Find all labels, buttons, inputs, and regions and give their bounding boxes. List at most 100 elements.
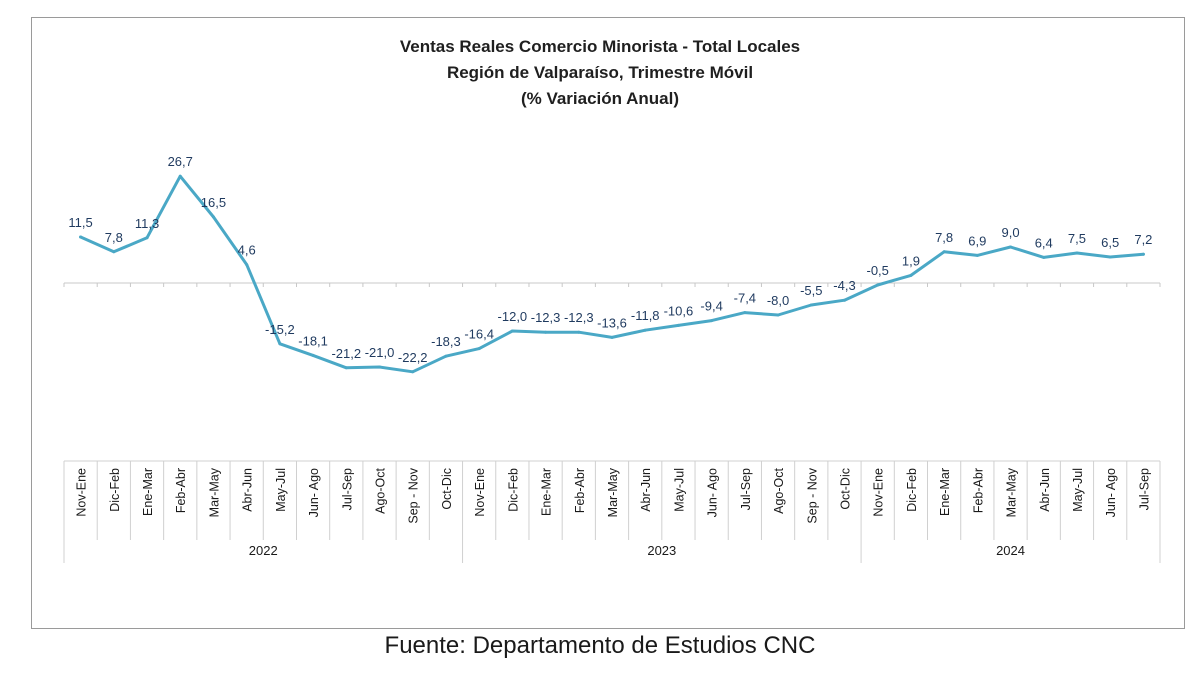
data-point: [743, 311, 747, 315]
x-tick-label: Ene-Mar: [540, 468, 554, 516]
data-point: [1009, 245, 1013, 249]
chart-frame: [31, 17, 1185, 629]
x-tick-label: Sep - Nov: [407, 467, 421, 523]
data-point: [112, 250, 116, 254]
year-group-label: 2022: [249, 543, 278, 558]
chart-subtitle-units: (% Variación Anual): [520, 89, 680, 108]
data-point: [643, 328, 647, 332]
x-tick-label: Ago-Oct: [374, 467, 388, 513]
data-label: -8,0: [767, 293, 789, 308]
data-label: -10,6: [664, 303, 694, 318]
data-label: -21,0: [365, 345, 395, 360]
data-label: 6,9: [968, 233, 986, 248]
data-point: [909, 273, 913, 277]
x-tick-label: Jul-Sep: [1137, 468, 1151, 510]
data-point: [477, 347, 481, 351]
x-tick-label: Jun- Ago: [706, 468, 720, 517]
x-tick-label: Ene-Mar: [141, 468, 155, 516]
data-point: [544, 330, 548, 334]
data-label: -4,3: [833, 278, 855, 293]
x-tick-label: Oct-Dic: [838, 468, 852, 510]
x-tick-label: Jul-Sep: [340, 468, 354, 510]
data-point: [145, 236, 149, 240]
x-tick-label: Mar-May: [207, 467, 221, 517]
data-point: [510, 329, 514, 333]
data-label: -12,3: [531, 310, 561, 325]
x-tick-label: Feb-Abr: [971, 468, 985, 513]
x-tick-label: May-Jul: [672, 468, 686, 512]
data-label: 7,8: [935, 230, 953, 245]
data-point: [245, 263, 249, 267]
data-label: -13,6: [597, 315, 627, 330]
x-tick-label: Sep - Nov: [805, 467, 819, 523]
x-tick-label: Dic-Feb: [108, 468, 122, 512]
data-point: [378, 365, 382, 369]
data-point: [344, 366, 348, 370]
data-label: 16,5: [201, 195, 226, 210]
data-label: 9,0: [1002, 225, 1020, 240]
data-label: -0,5: [866, 263, 888, 278]
data-point: [411, 370, 415, 374]
x-tick-label: Feb-Abr: [573, 468, 587, 513]
data-point: [444, 354, 448, 358]
data-label: 7,5: [1068, 231, 1086, 246]
data-label: -7,4: [734, 291, 756, 306]
data-point: [710, 319, 714, 323]
data-label: -18,1: [298, 333, 328, 348]
data-point: [1042, 255, 1046, 259]
data-label: -11,8: [631, 308, 660, 323]
chart-subtitle: Región de Valparaíso, Trimestre Móvil: [446, 63, 754, 82]
x-tick-label: Ago-Oct: [772, 467, 786, 513]
data-point: [79, 235, 83, 239]
data-point: [211, 215, 215, 219]
data-point: [278, 342, 282, 346]
x-tick-label: Dic-Feb: [905, 468, 919, 512]
x-tick-label: Jun- Ago: [307, 468, 321, 517]
data-label: -5,5: [800, 283, 822, 298]
data-point: [876, 283, 880, 287]
data-point: [178, 174, 182, 178]
data-label: 4,6: [238, 243, 256, 258]
data-point: [975, 253, 979, 257]
year-group-label: 2024: [996, 543, 1025, 558]
x-tick-label: Nov-Ene: [75, 468, 89, 517]
x-tick-label: Nov-Ene: [872, 468, 886, 517]
data-point: [610, 335, 614, 339]
data-label: -15,2: [265, 322, 295, 337]
x-tick-label: Jul-Sep: [739, 468, 753, 510]
data-point: [1108, 255, 1112, 259]
data-label: 11,3: [135, 216, 159, 231]
x-tick-label: Feb-Abr: [174, 468, 188, 513]
data-label: -21,2: [331, 346, 361, 361]
data-point: [1141, 252, 1145, 256]
data-label: -12,0: [498, 309, 528, 324]
data-label: 11,5: [68, 215, 92, 230]
source-footer: Fuente: Departamento de Estudios CNC: [384, 632, 816, 659]
x-tick-label: May-Jul: [1071, 468, 1085, 512]
chart-title: Ventas Reales Comercio Minorista - Total…: [399, 37, 801, 56]
year-group-label: 2023: [647, 543, 676, 558]
x-tick-label: Abr-Jun: [639, 468, 653, 512]
x-tick-label: Nov-Ene: [473, 468, 487, 517]
data-point: [942, 250, 946, 254]
x-tick-label: Abr-Jun: [1038, 468, 1052, 512]
data-point: [676, 323, 680, 327]
data-label: -16,4: [464, 327, 494, 342]
series-line: [79, 174, 1145, 374]
data-label: -18,3: [431, 334, 461, 349]
data-label: 1,9: [902, 253, 920, 268]
x-tick-label: Ene-Mar: [938, 468, 952, 516]
data-label: 7,2: [1134, 232, 1152, 247]
x-tick-label: May-Jul: [274, 468, 288, 512]
data-label: 6,5: [1101, 235, 1119, 250]
x-tick-label: Oct-Dic: [440, 468, 454, 510]
data-label: 6,4: [1035, 235, 1053, 250]
x-tick-label: Mar-May: [1005, 467, 1019, 517]
data-point: [311, 353, 315, 357]
x-tick-label: Mar-May: [606, 467, 620, 517]
data-label: 7,8: [105, 230, 123, 245]
data-label: -12,3: [564, 310, 594, 325]
x-tick-label: Jun- Ago: [1104, 468, 1118, 517]
data-point: [776, 313, 780, 317]
